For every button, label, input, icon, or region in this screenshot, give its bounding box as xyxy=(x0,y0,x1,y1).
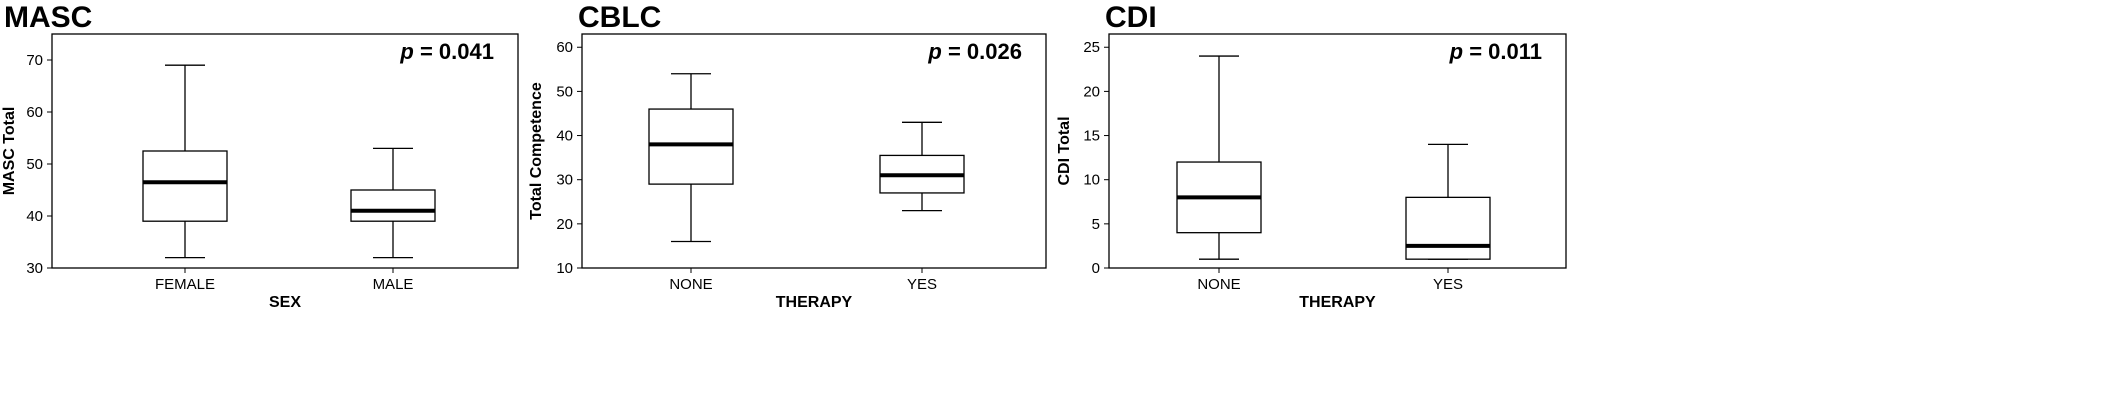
y-axis-label: MASC Total xyxy=(1,107,18,196)
box-plot-none: NONE xyxy=(1176,55,1262,293)
iqr-box xyxy=(142,150,228,222)
x-tick-label: FEMALE xyxy=(155,276,215,293)
y-tick-label: 30 xyxy=(556,172,573,189)
y-tick-label: 10 xyxy=(1083,172,1100,189)
chart-panel-3: CDI 0 5 10 15 20 25 CDI Total THERAPY p = 0.011 NO… xyxy=(1056,1,1567,311)
y-tick-label: 15 xyxy=(1083,128,1100,145)
x-tick-label: YES xyxy=(907,276,937,293)
box-plot-none: NONE xyxy=(648,73,734,293)
p-value-annotation: p = 0.041 xyxy=(399,39,494,64)
p-value-annotation: p = 0.026 xyxy=(927,39,1022,64)
y-tick-label: 0 xyxy=(1092,260,1100,277)
chart-title: MASC xyxy=(4,1,92,34)
y-tick-label: 20 xyxy=(1083,83,1100,100)
x-tick-label: NONE xyxy=(1197,276,1240,293)
y-tick-label: 20 xyxy=(556,216,573,233)
x-axis-label: THERAPY xyxy=(776,294,853,311)
y-tick-label: 70 xyxy=(26,52,43,69)
y-tick-label: 60 xyxy=(556,39,573,56)
chart-panel-1: MASC 30 40 50 60 70 MASC Total SEX p = 0.041 FEMA… xyxy=(1,1,519,311)
y-tick-label: 25 xyxy=(1083,39,1100,56)
y-tick-label: 60 xyxy=(26,104,43,121)
x-axis-label: THERAPY xyxy=(1299,294,1376,311)
x-tick-label: NONE xyxy=(669,276,712,293)
chart-title: CBLC xyxy=(578,1,661,34)
plot-frame xyxy=(51,33,519,269)
box-plot-female: FEMALE xyxy=(142,64,228,293)
p-value-text: = 0.011 xyxy=(1463,39,1542,64)
y-axis-label: Total Competence xyxy=(528,82,545,220)
p-value-symbol: p xyxy=(1449,39,1463,64)
p-value-annotation: p = 0.011 xyxy=(1449,39,1542,64)
y-tick-label: 50 xyxy=(26,156,43,173)
x-axis-label: SEX xyxy=(269,294,301,311)
plot-frame xyxy=(581,33,1047,269)
chart-panel-2: CBLC 10 20 30 40 50 60 Total Competence THERAPY p… xyxy=(528,1,1047,311)
y-tick-label: 40 xyxy=(26,208,43,225)
box-plot-yes: YES xyxy=(879,121,965,293)
p-value-symbol: p xyxy=(399,39,413,64)
y-tick-label: 10 xyxy=(556,260,573,277)
x-tick-label: MALE xyxy=(373,276,414,293)
iqr-box xyxy=(648,108,734,185)
y-tick-label: 5 xyxy=(1092,216,1100,233)
box-plot-male: MALE xyxy=(350,147,436,293)
box-plot-yes: YES xyxy=(1405,143,1491,293)
p-value-text: = 0.041 xyxy=(414,39,494,64)
x-tick-label: YES xyxy=(1433,276,1463,293)
iqr-box xyxy=(1405,196,1491,260)
p-value-text: = 0.026 xyxy=(942,39,1022,64)
chart-title: CDI xyxy=(1105,1,1157,34)
y-tick-label: 30 xyxy=(26,260,43,277)
y-tick-label: 50 xyxy=(556,83,573,100)
iqr-box xyxy=(350,189,436,222)
y-axis-label: CDI Total xyxy=(1056,116,1073,185)
plot-frame xyxy=(1108,33,1567,269)
p-value-symbol: p xyxy=(927,39,941,64)
y-tick-label: 40 xyxy=(556,128,573,145)
